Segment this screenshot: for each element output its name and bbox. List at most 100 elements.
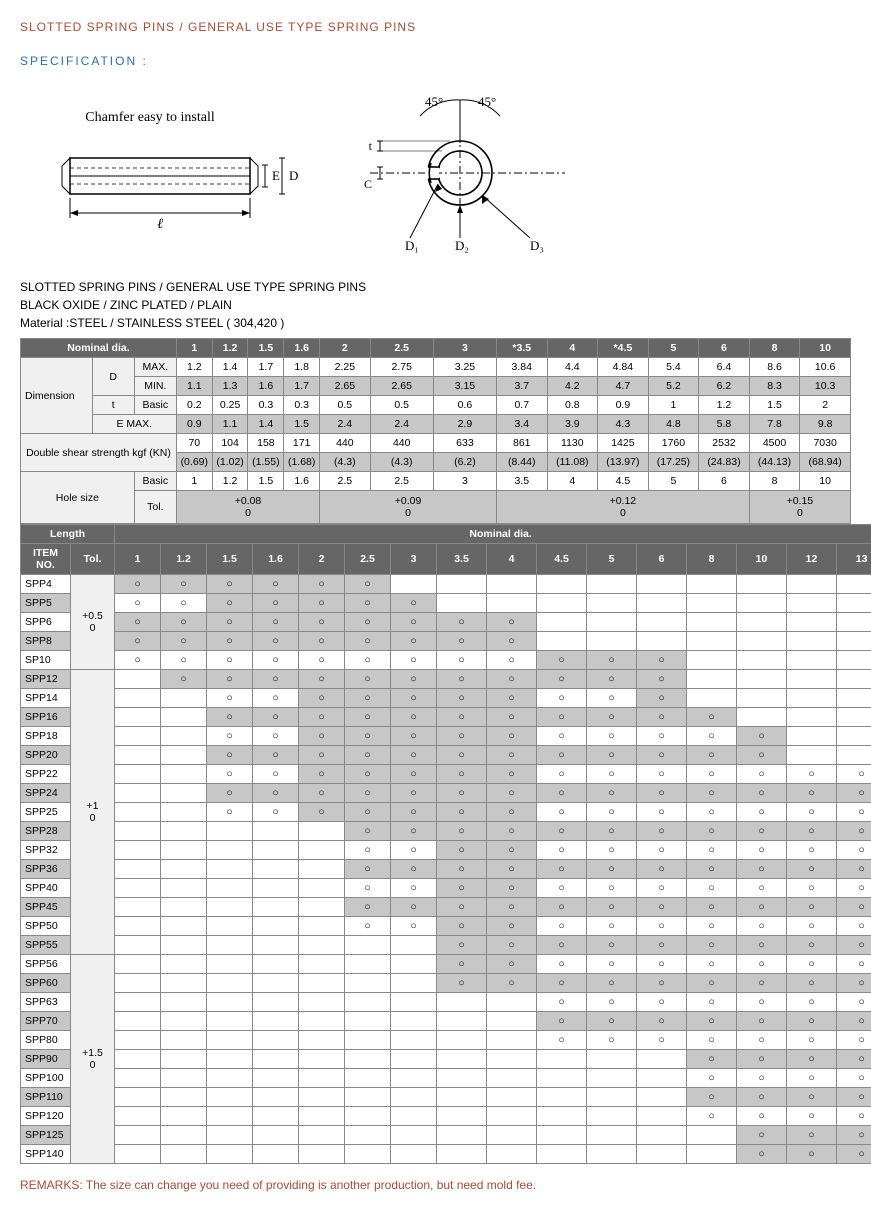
dia-col: 5 <box>648 339 699 358</box>
avail-cell <box>207 1012 253 1031</box>
avail-cell <box>391 1107 437 1126</box>
item-no: SPP36 <box>21 860 71 879</box>
avail-cell <box>115 746 161 765</box>
avail-cell: ○ <box>345 594 391 613</box>
avail-cell <box>299 917 345 936</box>
avail-cell <box>487 1031 537 1050</box>
t-val: 0.5 <box>370 396 433 415</box>
avail-cell <box>487 1050 537 1069</box>
avail-cell <box>299 1126 345 1145</box>
avail-cell: ○ <box>299 708 345 727</box>
subtitle-line1: SLOTTED SPRING PINS / GENERAL USE TYPE S… <box>20 278 851 296</box>
avail-cell <box>299 974 345 993</box>
avail-cell: ○ <box>837 936 871 955</box>
hole-basic: 10 <box>800 472 851 491</box>
avail-cell <box>391 1069 437 1088</box>
avail-cell: ○ <box>207 670 253 689</box>
avail-cell <box>345 1145 391 1164</box>
avail-cell <box>637 632 687 651</box>
avail-cell: ○ <box>537 1012 587 1031</box>
avail-cell <box>299 1088 345 1107</box>
avail-cell: ○ <box>687 784 737 803</box>
avail-cell: ○ <box>587 651 637 670</box>
hole-basic: 2.5 <box>320 472 371 491</box>
avail-cell <box>537 575 587 594</box>
avail-cell <box>115 708 161 727</box>
avail-cell: ○ <box>345 860 391 879</box>
avail-cell <box>437 993 487 1012</box>
avail-cell <box>115 841 161 860</box>
avail-cell: ○ <box>487 632 537 651</box>
emax-val: 0.9 <box>176 415 212 434</box>
avail-cell: ○ <box>345 746 391 765</box>
avail-cell: ○ <box>391 746 437 765</box>
avail-cell: ○ <box>787 993 837 1012</box>
avail-cell: ○ <box>637 765 687 784</box>
avail-cell <box>115 860 161 879</box>
hole-basic: 8 <box>749 472 800 491</box>
avail-cell <box>345 1088 391 1107</box>
avail-cell <box>687 594 737 613</box>
emax-val: 9.8 <box>800 415 851 434</box>
avail-cell <box>161 727 207 746</box>
item-no: SPP5 <box>21 594 71 613</box>
avail-cell <box>837 632 871 651</box>
shear-bot: (68.94) <box>800 453 851 472</box>
avail-cell <box>207 879 253 898</box>
shear-top: 440 <box>370 434 433 453</box>
avail-cell: ○ <box>687 1088 737 1107</box>
avail-cell: ○ <box>299 575 345 594</box>
item-no: SPP6 <box>21 613 71 632</box>
avail-cell <box>161 993 207 1012</box>
avail-cell <box>253 879 299 898</box>
shear-top: 440 <box>320 434 371 453</box>
avail-cell: ○ <box>687 746 737 765</box>
avail-cell: ○ <box>837 974 871 993</box>
item-no: SPP63 <box>21 993 71 1012</box>
avail-cell: ○ <box>837 955 871 974</box>
avail-cell: ○ <box>587 746 637 765</box>
avail-cell <box>737 651 787 670</box>
min-val: 1.7 <box>284 377 320 396</box>
avail-cell: ○ <box>637 727 687 746</box>
avail-cell: ○ <box>837 803 871 822</box>
avail-cell: ○ <box>787 1126 837 1145</box>
avail-cell: ○ <box>837 822 871 841</box>
avail-cell <box>115 993 161 1012</box>
avail-cell <box>299 841 345 860</box>
avail-cell: ○ <box>837 860 871 879</box>
max-val: 8.6 <box>749 358 800 377</box>
dia-col: 5 <box>587 544 637 575</box>
avail-cell <box>253 1126 299 1145</box>
avail-cell: ○ <box>637 803 687 822</box>
item-no: SPP32 <box>21 841 71 860</box>
avail-cell: ○ <box>437 613 487 632</box>
tol-hdr: Tol. <box>71 544 115 575</box>
avail-cell <box>637 594 687 613</box>
avail-cell: ○ <box>437 898 487 917</box>
hole-basic: 3.5 <box>497 472 548 491</box>
avail-cell: ○ <box>837 765 871 784</box>
dia-col: 3 <box>391 544 437 575</box>
avail-cell: ○ <box>787 860 837 879</box>
avail-cell <box>687 689 737 708</box>
avail-cell: ○ <box>637 708 687 727</box>
remarks: REMARKS: The size can change you need of… <box>20 1178 851 1192</box>
avail-cell: ○ <box>587 917 637 936</box>
avail-cell: ○ <box>207 689 253 708</box>
shear-bot: (17.25) <box>648 453 699 472</box>
avail-cell <box>161 689 207 708</box>
avail-cell: ○ <box>253 632 299 651</box>
avail-cell <box>207 955 253 974</box>
avail-cell: ○ <box>737 803 787 822</box>
avail-cell <box>787 613 837 632</box>
t-val: 0.2 <box>176 396 212 415</box>
avail-cell <box>345 1031 391 1050</box>
shear-bot: (6.2) <box>433 453 496 472</box>
avail-cell <box>299 1012 345 1031</box>
svg-text:D₃: D₃ <box>530 238 544 253</box>
dia-col: 1 <box>115 544 161 575</box>
avail-cell: ○ <box>837 841 871 860</box>
avail-cell: ○ <box>537 955 587 974</box>
avail-cell: ○ <box>391 727 437 746</box>
